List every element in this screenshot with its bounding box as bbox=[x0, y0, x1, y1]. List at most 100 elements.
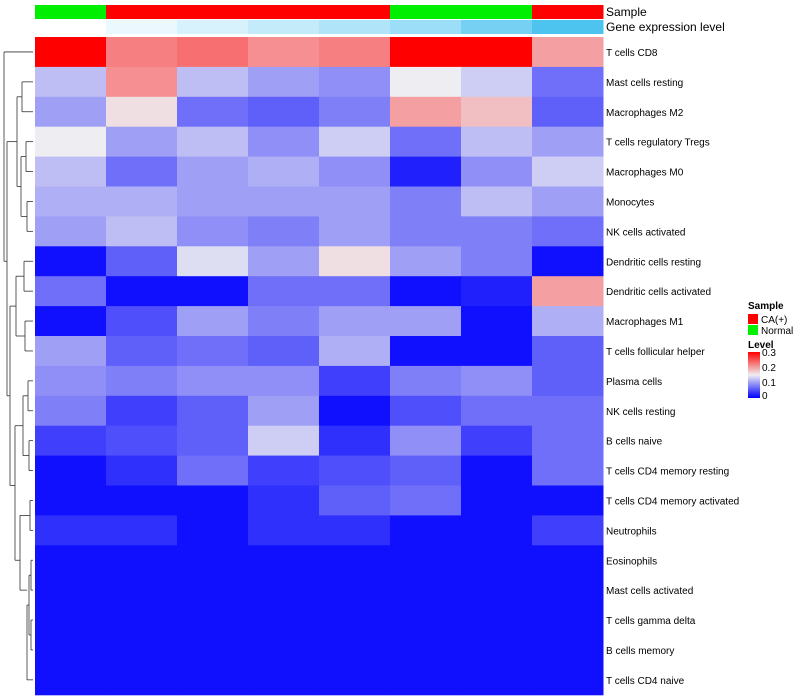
heatmap-cell bbox=[177, 425, 249, 457]
heatmap-cell bbox=[35, 425, 107, 457]
heatmap-cell bbox=[461, 425, 533, 457]
heatmap-cell bbox=[390, 365, 462, 397]
heatmap-cell bbox=[532, 664, 604, 696]
expression-track-cell bbox=[461, 20, 533, 34]
heatmap-cell bbox=[319, 156, 391, 187]
heatmap-cell bbox=[390, 126, 462, 158]
heatmap-cell bbox=[35, 186, 107, 217]
heatmap-cell bbox=[35, 156, 107, 187]
heatmap-cell bbox=[106, 455, 178, 486]
heatmap-cell bbox=[390, 306, 462, 337]
heatmap-cell bbox=[319, 336, 391, 367]
heatmap-cell bbox=[319, 455, 391, 486]
heatmap-cell bbox=[390, 156, 462, 187]
heatmap-cell bbox=[35, 66, 107, 98]
heatmap-cell bbox=[248, 246, 320, 277]
legend-tick-label: 0.3 bbox=[762, 348, 776, 359]
heatmap-cell bbox=[532, 395, 604, 427]
heatmap-cell bbox=[319, 216, 391, 247]
expression-track-cell bbox=[35, 20, 107, 34]
heatmap-cell bbox=[532, 635, 604, 666]
heatmap-cell bbox=[106, 365, 178, 397]
row-label: T cells gamma delta bbox=[606, 616, 696, 627]
heatmap-cell bbox=[177, 216, 249, 247]
heatmap-cell bbox=[35, 216, 107, 247]
expression-track-cell bbox=[106, 20, 178, 34]
heatmap-cell bbox=[390, 545, 462, 576]
row-label: T cells regulatory Tregs bbox=[606, 138, 710, 149]
heatmap-cell bbox=[177, 96, 249, 128]
heatmap-cell bbox=[177, 485, 249, 516]
heatmap-cell bbox=[106, 605, 178, 636]
heatmap-cell bbox=[35, 126, 107, 158]
heatmap-cell bbox=[106, 246, 178, 277]
row-label: T cells CD4 naive bbox=[606, 676, 685, 687]
legend-tick-label: 0 bbox=[762, 391, 768, 402]
heatmap-cell bbox=[461, 455, 533, 486]
row-label: Macrophages M1 bbox=[606, 317, 684, 328]
heatmap-cell bbox=[532, 515, 604, 546]
heatmap-cell bbox=[35, 545, 107, 576]
heatmap-cell bbox=[319, 186, 391, 217]
heatmap-cell bbox=[177, 575, 249, 606]
heatmap-cell bbox=[532, 365, 604, 397]
heatmap-cell bbox=[532, 575, 604, 606]
heatmap-cell bbox=[390, 455, 462, 486]
heatmap-cell bbox=[532, 156, 604, 187]
heatmap-cell bbox=[461, 246, 533, 277]
heatmap-cell bbox=[319, 126, 391, 158]
heatmap-cell bbox=[248, 485, 320, 516]
heatmap-cell bbox=[390, 395, 462, 427]
legend-tick-label: 0.2 bbox=[762, 363, 776, 374]
row-label: T cells follicular helper bbox=[606, 347, 705, 358]
heatmap-cell bbox=[177, 395, 249, 427]
sample-track-cell bbox=[106, 5, 178, 19]
legend-item-label: CA(+) bbox=[761, 315, 787, 326]
row-label: Dendritic cells activated bbox=[606, 287, 711, 298]
heatmap-cell bbox=[390, 425, 462, 457]
heatmap-cell bbox=[177, 515, 249, 546]
heatmap-cell bbox=[390, 37, 462, 68]
heatmap-cell bbox=[248, 156, 320, 187]
heatmap-cell bbox=[177, 365, 249, 397]
heatmap-cell bbox=[248, 515, 320, 546]
heatmap-cell bbox=[177, 186, 249, 217]
heatmap-cell bbox=[390, 66, 462, 98]
row-label: Plasma cells bbox=[606, 377, 662, 388]
heatmap-cell bbox=[319, 515, 391, 546]
heatmap-cell bbox=[390, 336, 462, 367]
legend-swatch bbox=[748, 325, 758, 335]
legend-tick-label: 0.1 bbox=[762, 378, 776, 389]
legend-color-bar bbox=[748, 352, 760, 398]
heatmap-cell bbox=[35, 306, 107, 337]
heatmap-cell bbox=[390, 246, 462, 277]
heatmap-cell bbox=[319, 605, 391, 636]
heatmap-cell bbox=[461, 336, 533, 367]
heatmap-cell bbox=[35, 96, 107, 128]
heatmap-cell bbox=[35, 485, 107, 516]
heatmap-cell bbox=[461, 605, 533, 636]
heatmap-cell bbox=[106, 66, 178, 98]
row-label: Monocytes bbox=[606, 197, 654, 208]
heatmap-cell bbox=[35, 664, 107, 696]
heatmap-cell bbox=[319, 96, 391, 128]
heatmap-cell bbox=[319, 395, 391, 427]
heatmap-cell bbox=[248, 276, 320, 307]
heatmap-cell bbox=[106, 37, 178, 68]
row-label: B cells naive bbox=[606, 437, 663, 448]
heatmap-cell bbox=[532, 186, 604, 217]
heatmap-cell bbox=[319, 575, 391, 606]
heatmap-cell bbox=[319, 635, 391, 666]
heatmap-cell bbox=[461, 365, 533, 397]
heatmap-cell bbox=[461, 664, 533, 696]
heatmap-cell bbox=[461, 575, 533, 606]
row-label: Eosinophils bbox=[606, 556, 657, 567]
heatmap-cell bbox=[35, 635, 107, 666]
heatmap-cell bbox=[35, 395, 107, 427]
heatmap-cell bbox=[177, 126, 249, 158]
heatmap-cell bbox=[106, 186, 178, 217]
heatmap-cell bbox=[461, 545, 533, 576]
heatmap-cell bbox=[532, 605, 604, 636]
sample-track-cell bbox=[390, 5, 462, 19]
